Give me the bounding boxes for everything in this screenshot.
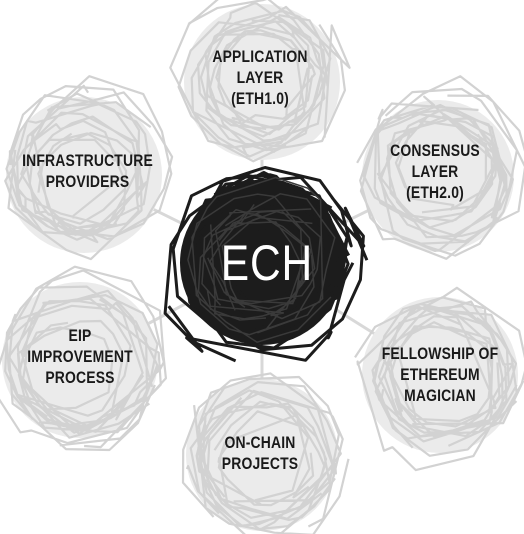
consensus-line-3: (ETH2.0) xyxy=(406,183,464,202)
node-scribble-eip xyxy=(0,265,167,452)
node-scribble-application xyxy=(169,0,351,163)
consensus-line-2: LAYER xyxy=(411,162,459,181)
center-hub-label: ECH xyxy=(220,235,314,291)
node-eip xyxy=(0,265,167,452)
fellowship-line-3: MAGICIAN xyxy=(404,386,476,405)
infrastructure-line-2: PROVIDERS xyxy=(45,172,130,191)
node-label-consensus: CONSENSUS LAYER (ETH2.0) xyxy=(369,140,500,203)
node-label-onchain: ON-CHAIN PROJECTS xyxy=(194,432,325,474)
node-label-fellowship: FELLOWSHIP OF ETHEREUM MAGICIAN xyxy=(374,343,505,406)
node-fellowship xyxy=(354,286,524,472)
onchain-line-1: ON-CHAIN xyxy=(224,433,296,452)
node-application xyxy=(169,0,351,163)
node-scribble-consensus xyxy=(356,75,524,260)
node-scribble-onchain xyxy=(181,372,350,534)
eip-line-3: PROCESS xyxy=(45,368,115,387)
application-line-1: APPLICATION xyxy=(212,47,308,66)
node-scribble-infrastructure xyxy=(4,75,174,261)
fellowship-line-2: ETHEREUM xyxy=(400,365,480,384)
connector-fellowship xyxy=(334,308,377,336)
eip-line-1: EIP xyxy=(68,326,92,345)
node-label-application: APPLICATION LAYER (ETH1.0) xyxy=(194,46,325,109)
node-infrastructure xyxy=(4,75,174,261)
node-label-infrastructure: INFRASTRUCTURE PROVIDERS xyxy=(16,150,160,192)
fellowship-line-1: FELLOWSHIP OF xyxy=(381,344,499,363)
center-hub xyxy=(163,166,369,363)
onchain-line-2: PROJECTS xyxy=(221,454,299,473)
infrastructure-line-1: INFRASTRUCTURE xyxy=(22,151,153,170)
consensus-line-1: CONSENSUS xyxy=(390,141,480,160)
application-line-2: LAYER xyxy=(236,68,284,87)
node-scribble-fellowship xyxy=(354,286,524,472)
node-onchain xyxy=(181,372,350,534)
node-consensus xyxy=(356,75,524,260)
hub-scribble-inner xyxy=(187,176,336,344)
application-line-3: (ETH1.0) xyxy=(231,89,289,108)
node-label-eip: EIP IMPROVEMENT PROCESS xyxy=(14,325,145,388)
eip-line-2: IMPROVEMENT xyxy=(27,347,133,366)
